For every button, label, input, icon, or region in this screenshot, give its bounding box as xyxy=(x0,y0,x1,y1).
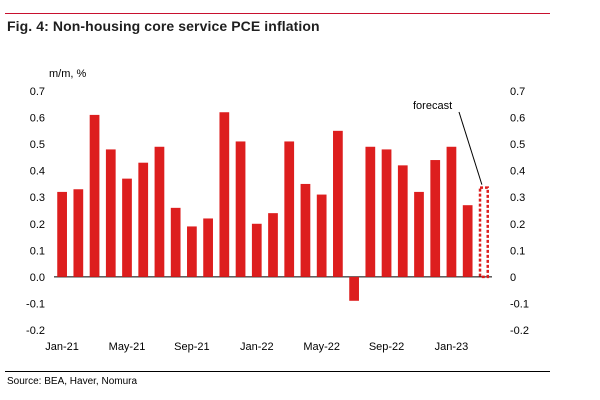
bar xyxy=(316,194,327,277)
bar xyxy=(397,165,408,277)
x-axis: Jan-21 May-21 Sep-21 Jan-22 May-22 Sep-22 Jan-… xyxy=(45,341,468,353)
x-tick-label: Jan-23 xyxy=(435,341,469,353)
x-tick-label: Sep-21 xyxy=(174,341,209,353)
title-rule xyxy=(5,13,550,14)
forecast-arrow xyxy=(458,111,483,185)
bar xyxy=(430,160,441,277)
bar xyxy=(381,149,392,277)
bar xyxy=(414,191,424,277)
bar xyxy=(219,112,230,277)
y-tick-label-left: 0.4 xyxy=(30,166,45,178)
bar xyxy=(251,223,262,277)
bar xyxy=(187,226,197,277)
bar xyxy=(203,218,213,277)
y-tick-label-left: 0.7 xyxy=(30,86,45,98)
y-tick-label-right: 0.4 xyxy=(510,166,525,178)
y-tick-label-left: -0.2 xyxy=(26,325,45,337)
bar xyxy=(57,191,67,277)
bar xyxy=(122,178,132,277)
bar xyxy=(268,213,278,277)
y-tick-label-left: 0.1 xyxy=(30,245,45,257)
bar xyxy=(73,189,84,277)
x-tick-label: May-21 xyxy=(109,341,146,353)
bar xyxy=(105,149,116,277)
bar xyxy=(235,141,246,277)
bar xyxy=(349,276,359,301)
y-tick-label-right: -0.1 xyxy=(510,298,529,310)
y-tick-label-left: 0.2 xyxy=(30,219,45,231)
y-tick-label-left: 0.3 xyxy=(30,192,45,204)
source-note: Source: BEA, Haver, Nomura xyxy=(7,376,138,387)
bar xyxy=(284,141,295,277)
right-y-axis: -0.2 -0.1 0 0.1 0.2 0.3 0.4 0.5 0.6 0.7 xyxy=(510,86,529,337)
bar xyxy=(333,130,343,277)
y-tick-label-right: 0.5 xyxy=(510,139,525,151)
y-tick-label-right: 0.7 xyxy=(510,86,525,98)
y-tick-label-right: -0.2 xyxy=(510,325,529,337)
bar xyxy=(462,205,473,277)
x-tick-label: Sep-22 xyxy=(369,341,404,353)
x-tick-label: Jan-22 xyxy=(240,341,274,353)
left-y-axis: -0.2 -0.1 0.0 0.1 0.2 0.3 0.4 0.5 0.6 0.7 xyxy=(26,86,45,337)
y-tick-label-left: 0.0 xyxy=(30,272,45,284)
x-tick-label: May-22 xyxy=(303,341,340,353)
bars xyxy=(57,112,490,301)
bar xyxy=(446,146,457,277)
figure-title: Fig. 4: Non-housing core service PCE inf… xyxy=(7,18,320,34)
bar xyxy=(365,146,376,277)
forecast-bar xyxy=(478,186,490,279)
y-tick-label-right: 0.2 xyxy=(510,219,525,231)
bar xyxy=(154,146,165,277)
x-tick-label: Jan-21 xyxy=(45,341,79,353)
bar xyxy=(89,114,100,277)
bar xyxy=(138,162,149,277)
y-tick-label-right: 0.1 xyxy=(510,245,525,257)
y-axis-label: m/m, % xyxy=(49,68,86,80)
source-rule xyxy=(5,371,550,372)
y-tick-label-left: 0.6 xyxy=(30,113,45,125)
y-tick-label-right: 0.6 xyxy=(510,113,525,125)
y-tick-label-left: 0.5 xyxy=(30,139,45,151)
forecast-annotation: forecast xyxy=(413,100,452,112)
y-tick-label-right: 0 xyxy=(510,272,516,284)
bar xyxy=(170,207,181,277)
bar xyxy=(300,183,311,277)
y-tick-label-left: -0.1 xyxy=(26,298,45,310)
y-tick-label-right: 0.3 xyxy=(510,192,525,204)
